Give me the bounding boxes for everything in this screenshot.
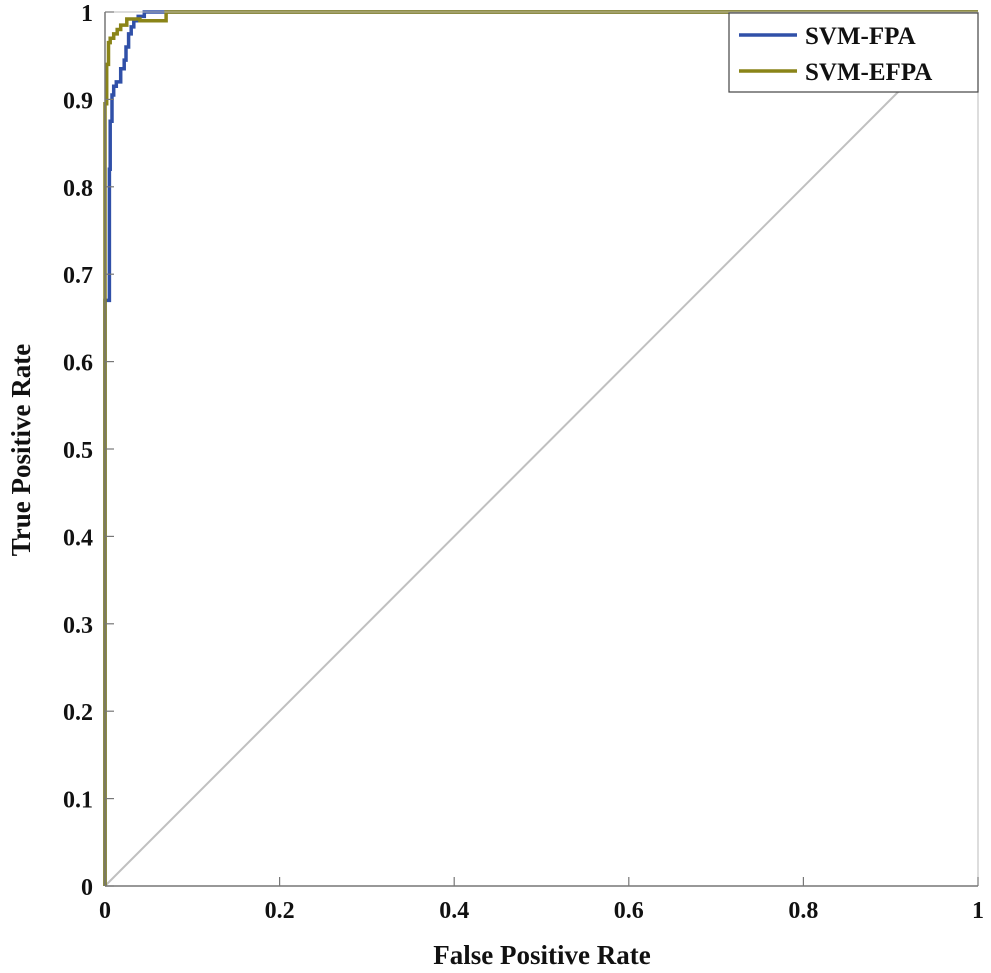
reference-diagonal-line <box>104 11 979 887</box>
y-tick-label: 0.1 <box>63 788 93 814</box>
y-tick-label: 0.2 <box>63 700 93 726</box>
legend-box <box>728 12 979 93</box>
x-tick-label: 0.6 <box>614 898 644 924</box>
x-tick-label: 0.2 <box>265 898 295 924</box>
series-lines <box>103 10 979 887</box>
legend-label: SVM-EFPA <box>805 59 932 86</box>
y-tick-label: 0.6 <box>63 351 93 377</box>
legend-label: SVM-FPA <box>805 23 916 50</box>
x-tick-label: 0.8 <box>788 898 818 924</box>
y-tick-label: 0.7 <box>63 263 93 289</box>
x-tick-label: 0.4 <box>439 898 469 924</box>
legend: SVM-FPA SVM-EFPA <box>728 12 979 93</box>
y-tick-label: 0.4 <box>63 525 93 551</box>
y-tick-label: 0 <box>81 875 93 901</box>
x-tick-label: 0 <box>99 898 111 924</box>
y-tick-label: 0.9 <box>63 88 93 114</box>
y-tick-label: 1 <box>81 1 93 27</box>
y-tick-label: 0.3 <box>63 613 93 639</box>
series-line-svm-efpa <box>103 10 978 886</box>
x-axis-label: False Positive Rate <box>433 940 650 970</box>
x-tick-label: 1 <box>972 898 984 924</box>
axes <box>104 11 979 887</box>
tick-labels: 0 0.2 0.4 0.6 0.8 1 0 0.1 0.2 0.3 0.4 0.5 0.6 0.7 0.8 0… <box>63 1 984 924</box>
y-axis-label: True Positive Rate <box>6 344 36 556</box>
y-tick-label: 0.8 <box>63 176 93 202</box>
y-tick-label: 0.5 <box>63 438 93 464</box>
